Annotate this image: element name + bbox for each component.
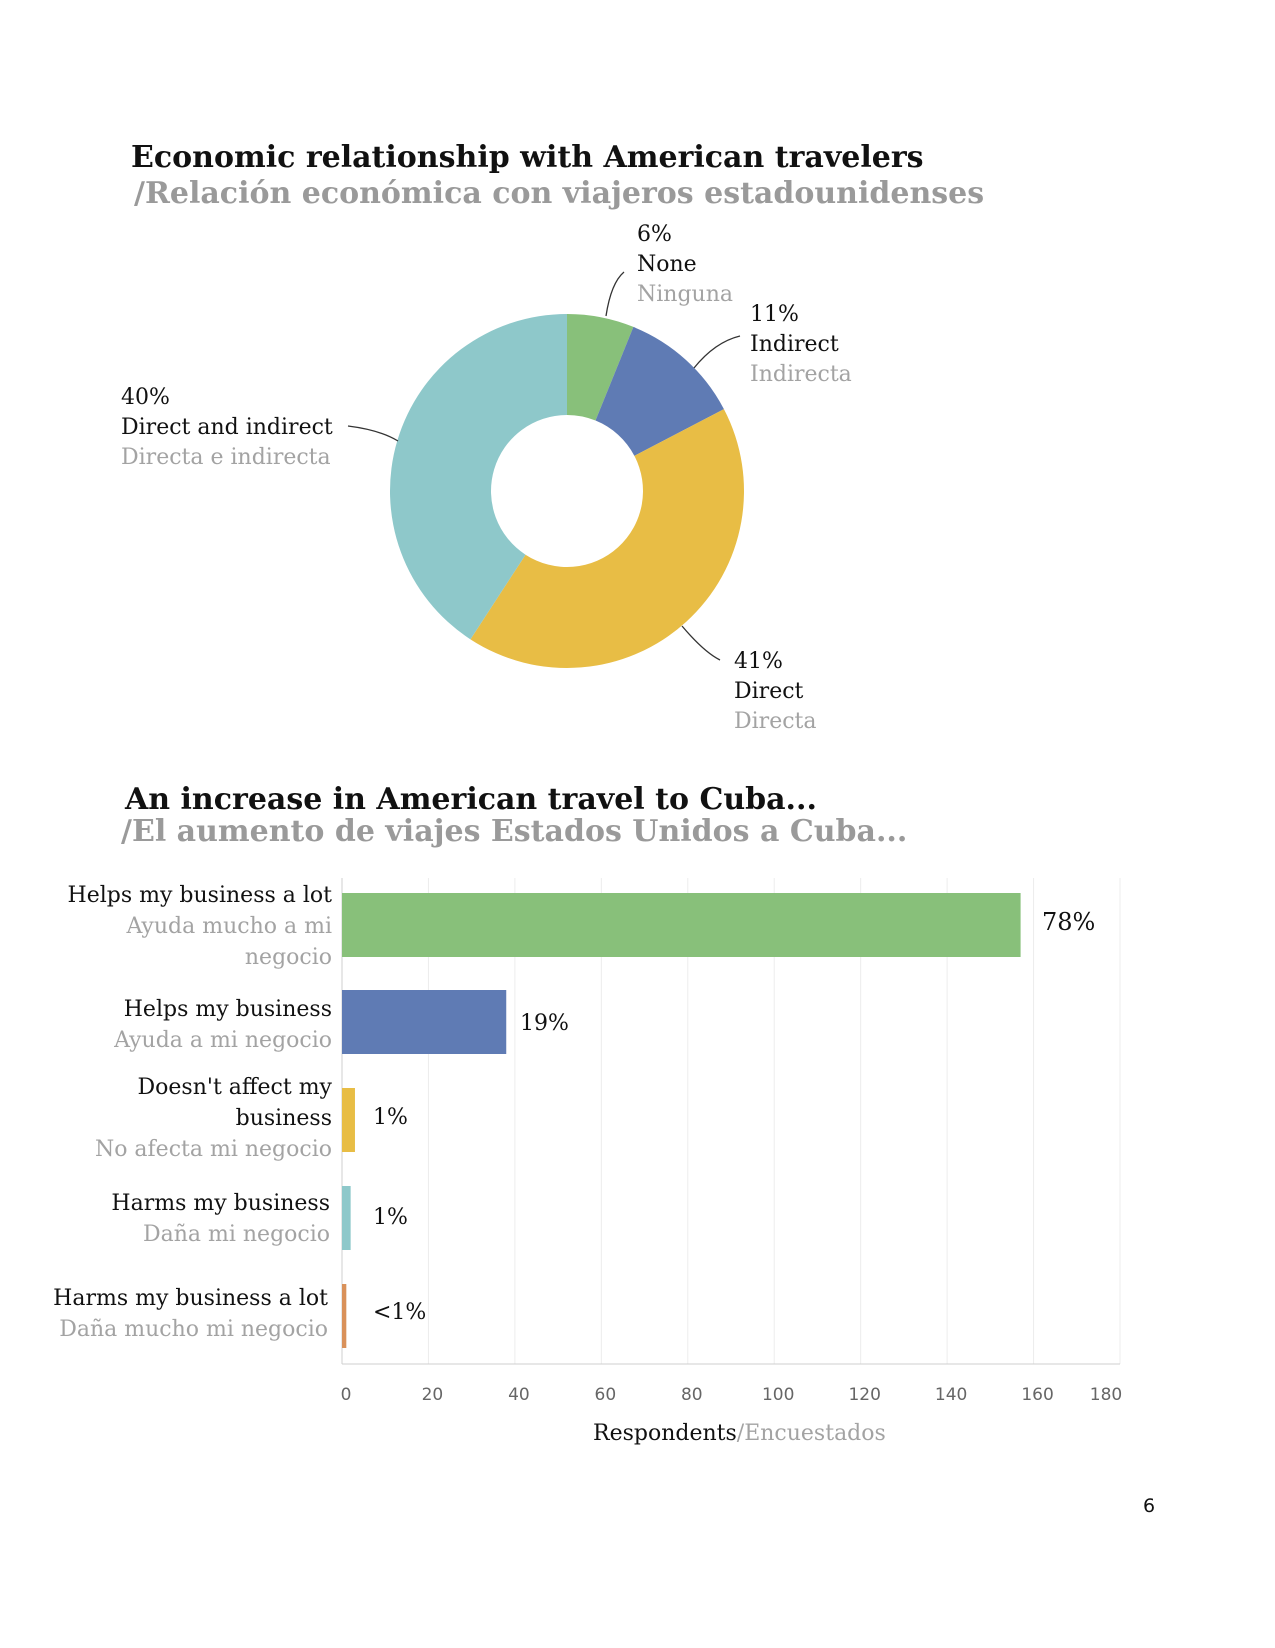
donut-slice-none bbox=[567, 314, 634, 421]
bar-pct-label: <1% bbox=[373, 1300, 427, 1325]
bar-3 bbox=[342, 1186, 351, 1250]
category-label-es: Ayuda a mi negocio bbox=[114, 1028, 332, 1053]
category-label-helps-a-lot: Helps my business a lot Ayuda mucho a mi… bbox=[32, 880, 332, 973]
x-tick-label: 80 bbox=[681, 1385, 703, 1405]
x-axis-label: Respondents/Encuestados bbox=[593, 1421, 886, 1446]
slice-label-en: Direct bbox=[734, 679, 804, 704]
donut-slice-indirect bbox=[595, 326, 724, 456]
slice-label-direct-and-indirect: 40% Direct and indirect Directa e indire… bbox=[121, 383, 333, 473]
category-label-en: Harms my business bbox=[111, 1191, 330, 1216]
slice-label-indirect: 11% Indirect Indirecta bbox=[750, 300, 852, 390]
x-tick-label: 0 bbox=[341, 1385, 352, 1405]
category-label-harms: Harms my business Daña mi negocio bbox=[30, 1188, 330, 1250]
leader-direct bbox=[681, 625, 721, 661]
x-tick-label: 40 bbox=[508, 1385, 530, 1405]
bar-pct-label: 1% bbox=[373, 1105, 408, 1130]
leader-indirect bbox=[693, 335, 741, 369]
donut-subtitle: /Relación económica con viajeros estadou… bbox=[134, 176, 985, 211]
donut-title: Economic relationship with American trav… bbox=[131, 140, 924, 175]
category-label-es: Daña mucho mi negocio bbox=[59, 1317, 328, 1342]
slice-pct: 11% bbox=[750, 302, 799, 327]
bar-pct-label: 78% bbox=[1042, 908, 1096, 936]
category-label-en: Doesn't affect my business bbox=[137, 1075, 332, 1131]
x-axis-label-en: Respondents bbox=[593, 1421, 737, 1446]
category-label-harms-a-lot: Harms my business a lot Daña mucho mi ne… bbox=[28, 1283, 328, 1345]
slice-label-en: None bbox=[637, 252, 697, 277]
bar-4 bbox=[342, 1284, 347, 1348]
leader-none bbox=[605, 271, 625, 317]
x-tick-label: 180 bbox=[1090, 1385, 1122, 1405]
bar-subtitle: /El aumento de viajes Estados Unidos a C… bbox=[121, 814, 908, 849]
x-tick-label: 160 bbox=[1021, 1385, 1053, 1405]
category-label-es: Daña mi negocio bbox=[142, 1222, 330, 1247]
donut-chart bbox=[347, 271, 744, 669]
category-label-es: No afecta mi negocio bbox=[94, 1137, 332, 1162]
slice-label-es: Indirecta bbox=[750, 362, 852, 387]
x-tick-label: 20 bbox=[422, 1385, 444, 1405]
category-label-no-effect: Doesn't affect my business No afecta mi … bbox=[82, 1072, 332, 1165]
category-label-es: Ayuda mucho a mi negocio bbox=[126, 914, 332, 970]
donut-slice-direct-and-indirect bbox=[389, 314, 567, 640]
slice-label-none: 6% None Ninguna bbox=[637, 220, 733, 310]
bar-0 bbox=[342, 893, 1021, 957]
bar-1 bbox=[342, 990, 507, 1054]
bar-2 bbox=[342, 1088, 355, 1152]
slice-pct: 6% bbox=[637, 222, 672, 247]
bar-pct-label: 19% bbox=[520, 1011, 569, 1036]
slice-label-es: Ninguna bbox=[637, 282, 733, 307]
leader-direct-indirect bbox=[347, 425, 399, 442]
x-tick-label: 100 bbox=[762, 1385, 794, 1405]
slice-label-en: Indirect bbox=[750, 332, 839, 357]
x-tick-label: 120 bbox=[848, 1385, 880, 1405]
x-tick-label: 60 bbox=[595, 1385, 617, 1405]
slice-label-es: Directa bbox=[734, 709, 817, 734]
category-label-en: Helps my business a lot bbox=[67, 883, 332, 908]
slice-label-es: Directa e indirecta bbox=[121, 445, 331, 470]
bar-title: An increase in American travel to Cuba..… bbox=[125, 782, 817, 817]
x-axis-label-es: /Encuestados bbox=[736, 1421, 886, 1446]
slice-label-en: Direct and indirect bbox=[121, 415, 333, 440]
bar-pct-label: 1% bbox=[373, 1205, 408, 1230]
category-label-en: Harms my business a lot bbox=[53, 1286, 328, 1311]
category-label-en: Helps my business bbox=[123, 997, 332, 1022]
category-label-helps: Helps my business Ayuda a mi negocio bbox=[32, 994, 332, 1056]
x-tick-label: 140 bbox=[935, 1385, 967, 1405]
page-number: 6 bbox=[1143, 1495, 1156, 1517]
donut-slice-direct bbox=[470, 409, 744, 669]
slice-label-direct: 41% Direct Directa bbox=[734, 647, 817, 737]
slice-pct: 41% bbox=[734, 649, 783, 674]
slice-pct: 40% bbox=[121, 385, 170, 410]
